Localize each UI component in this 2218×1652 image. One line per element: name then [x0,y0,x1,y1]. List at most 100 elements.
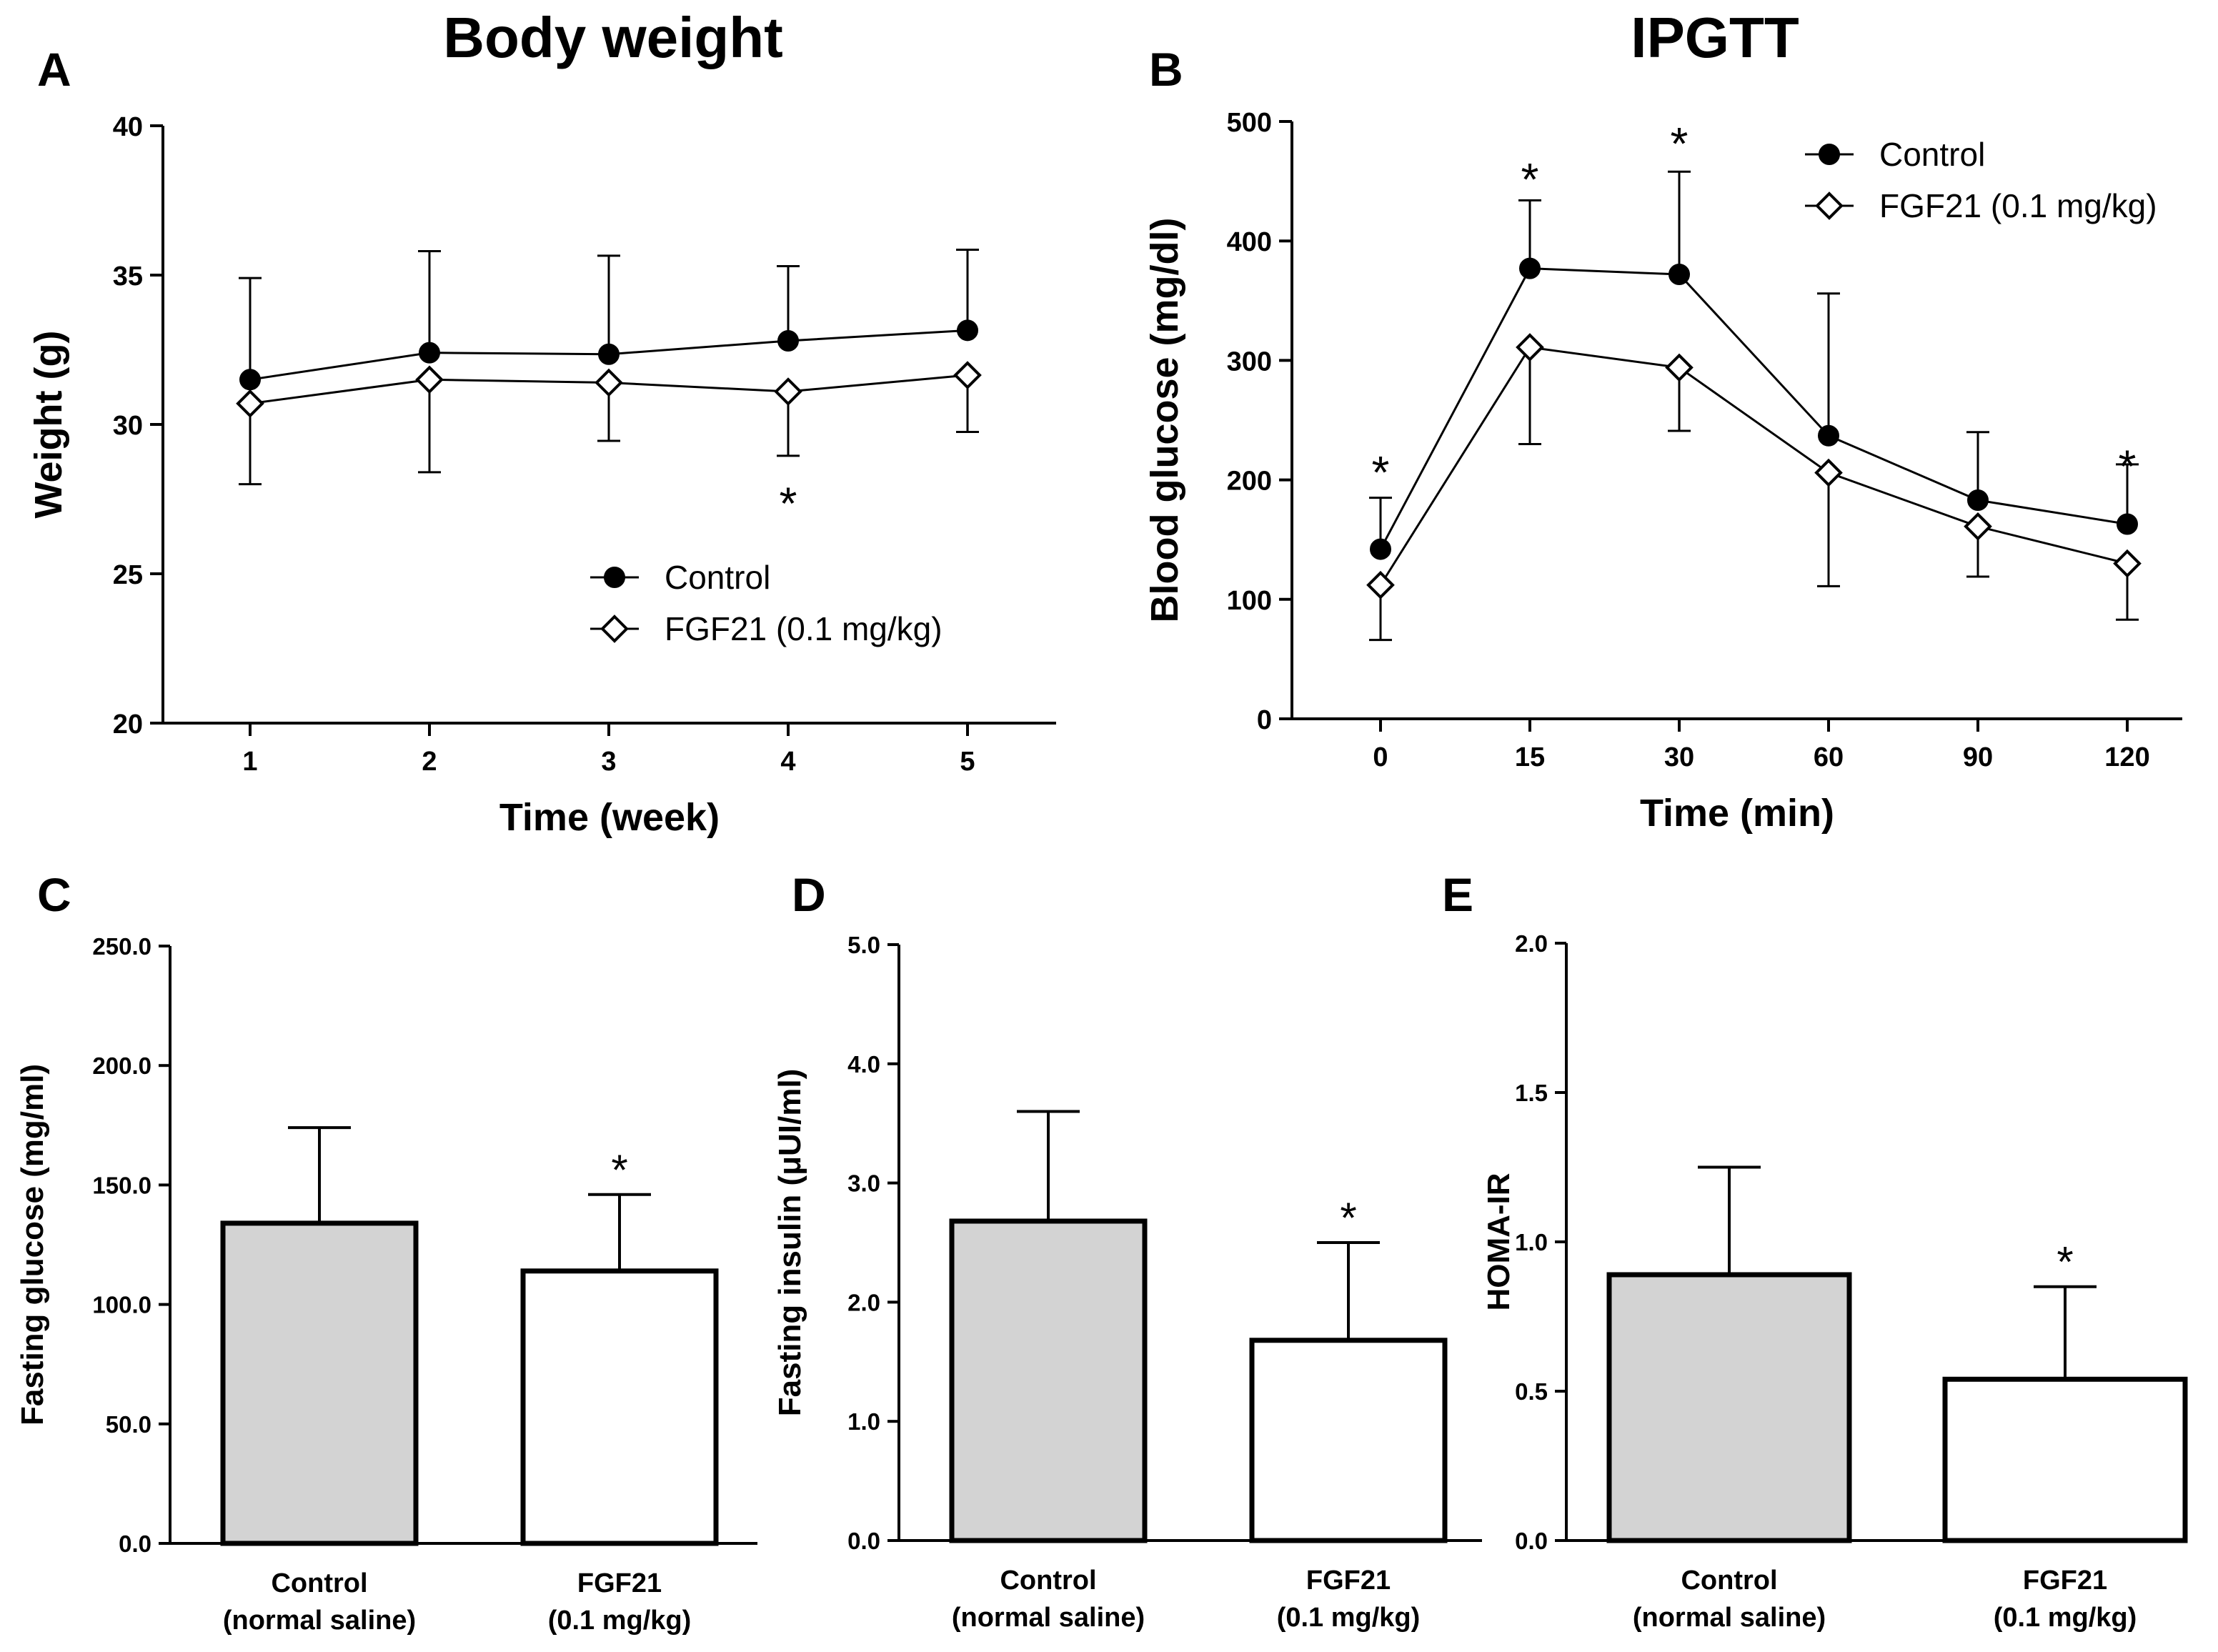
panel-e-bar-fgf21 [1942,1376,2188,1543]
panel-e-y-axis-label: HOMA-IR [1481,1173,1516,1310]
panel-d-bar-fgf21 [1249,1338,1448,1543]
panel-a-point-fgf21 [236,389,264,418]
panel-d-category-label: FGF21 [1306,1566,1391,1596]
panel-c-y-axis-label: Fasting glucose (mg/ml) [15,1064,50,1425]
panel-a-legend-marker-control [604,567,625,588]
panel-b-y-tick-label: 500 [1227,108,1272,138]
panel-b-y-tick-label: 300 [1227,347,1272,377]
panel-b-significance-star: * [1521,154,1539,205]
panel-letter-c: C [37,868,71,921]
panel-a-legend-label: FGF21 (0.1 mg/kg) [665,610,943,647]
panel-b-x-tick-label: 0 [1373,742,1388,772]
panel-letter-d: D [792,868,826,921]
panel-d-significance-star: * [1340,1194,1356,1242]
panel-c-y-tick-label: 0.0 [119,1531,151,1557]
panel-a-point-fgf21 [953,361,982,389]
panel-d-y-axis-label: Fasting insulin (μUI/ml) [772,1069,807,1416]
panel-c-y-tick-label: 50.0 [106,1411,151,1438]
panel-a-y-tick-label: 25 [113,560,143,590]
panel-d-y-tick-label: 0.0 [847,1528,880,1554]
panel-b-y-tick-label: 0 [1257,705,1272,735]
panel-a-title: Body weight [443,6,783,69]
panel-a-x-tick-label: 4 [780,747,795,777]
panel-b-y-tick-label: 200 [1227,467,1272,497]
panel-b-point-control [1967,489,1989,512]
panel-a-x-tick-label: 5 [960,747,975,777]
panel-b-x-tick-label: 120 [2104,742,2149,772]
panel-letter-a: A [37,43,71,96]
panel-a-point-control [239,369,261,391]
panel-b-series-line [1379,267,2128,550]
panel-b-significance-star: * [2119,441,2137,492]
panel-b-point-control [1519,257,1541,279]
panel-d-y-tick-label: 3.0 [847,1170,880,1197]
panel-a-y-tick-label: 35 [113,262,143,292]
panel-d-category-label: Control [1000,1566,1096,1596]
panel-a-point-fgf21 [595,368,623,397]
panel-b-x-tick-label: 15 [1515,742,1545,772]
panel-b-x-axis-label: Time (min) [1640,792,1834,835]
panel-b-point-control [1370,538,1391,560]
panel-c-category-label: (0.1 mg/kg) [548,1606,692,1636]
panel-e-y-tick-label: 1.0 [1515,1229,1548,1255]
panel-c-y-tick-label: 250.0 [92,933,151,960]
panel-c-bar-fgf21 [520,1268,719,1546]
panel-b-significance-star: * [1671,118,1689,169]
panel-a-point-control [957,319,978,342]
panel-c-category-label: FGF21 [577,1568,662,1598]
panel-b-legend-label: FGF21 (0.1 mg/kg) [1879,187,2157,224]
panel-c-category-label: Control [271,1568,367,1598]
panel-b-y-tick-label: 100 [1227,586,1272,616]
panel-b-point-fgf21 [1665,353,1694,382]
panel-a-x-axis-label: Time (week) [499,796,720,839]
panel-a-legend-marker-fgf21 [600,614,629,643]
panel-e-category-label: (normal saline) [1633,1603,1826,1633]
panel-b-point-control [2117,513,2138,535]
panel-b-point-fgf21 [1964,512,1992,541]
panel-e-bar-control [1606,1272,1852,1543]
panel-b-y-axis-label: Blood glucose (mg/dl) [1143,218,1186,623]
panel-b-point-fgf21 [2113,549,2142,578]
panel-b-significance-star: * [1372,447,1390,498]
panel-d-y-tick-label: 5.0 [847,932,880,958]
panel-e-y-tick-label: 0.0 [1515,1528,1548,1554]
panel-c-category-label: (normal saline) [223,1606,416,1636]
panel-a-y-axis-label: Weight (g) [27,331,70,519]
panel-a-y-tick-label: 40 [113,112,143,142]
panel-a-x-tick-label: 1 [242,747,257,777]
panel-a-point-control [777,329,799,352]
panel-b-legend-marker-fgf21 [1815,191,1844,220]
panel-letter-e: E [1442,868,1473,921]
panel-d-y-tick-label: 2.0 [847,1289,880,1315]
panel-a-legend-label: Control [665,559,770,596]
panel-a-point-fgf21 [415,365,444,394]
panel-e-y-tick-label: 1.5 [1515,1080,1548,1106]
panel-b-legend-marker-control [1819,144,1840,165]
panel-c-y-tick-label: 200.0 [92,1053,151,1079]
panel-b-title: IPGTT [1631,6,1799,69]
panel-c-significance-star: * [611,1146,627,1194]
panel-b-x-tick-label: 30 [1664,742,1694,772]
panel-letter-b: B [1149,43,1183,96]
panel-b-point-control [1818,424,1839,447]
panel-e-significance-star: * [2057,1238,2073,1286]
panel-b-point-fgf21 [1516,333,1544,362]
panel-a-x-tick-label: 3 [601,747,616,777]
panel-e-category-label: FGF21 [2023,1566,2107,1596]
panel-b-y-tick-label: 400 [1227,227,1272,257]
panel-a-significance-star: * [780,478,797,529]
panel-e-category-label: (0.1 mg/kg) [1994,1603,2137,1633]
panel-b-point-fgf21 [1366,570,1395,599]
panel-b-series-line [1379,346,2128,586]
panel-b-legend-label: Control [1879,136,1985,173]
panel-b-point-control [1669,264,1690,286]
panel-d-y-tick-label: 1.0 [847,1408,880,1435]
panel-a-x-tick-label: 2 [422,747,437,777]
panel-c-bar-control [220,1220,419,1546]
panel-a-y-tick-label: 30 [113,411,143,441]
panel-b-point-fgf21 [1814,458,1843,487]
panel-d-category-label: (normal saline) [952,1603,1145,1633]
panel-e-y-tick-label: 0.5 [1515,1378,1548,1405]
panel-a-y-tick-label: 20 [113,710,143,740]
